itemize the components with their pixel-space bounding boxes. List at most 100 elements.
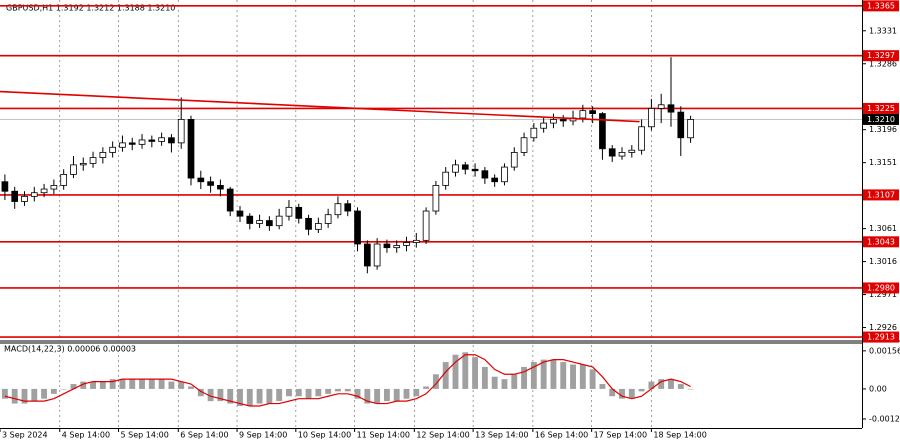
histogram-bar — [472, 357, 479, 389]
candle-body — [168, 137, 175, 144]
candle-body — [40, 188, 48, 194]
y-tick-label: 0.00 — [869, 384, 887, 393]
histogram-bar — [609, 388, 616, 397]
histogram-bar — [276, 388, 283, 402]
histogram-bar — [374, 388, 381, 404]
histogram-bar — [393, 388, 400, 402]
histogram-bar — [305, 388, 312, 399]
histogram-bar — [286, 388, 292, 397]
candle-body — [246, 215, 254, 224]
candle-body — [315, 223, 322, 230]
candle-body — [452, 164, 459, 173]
candle-body — [648, 108, 655, 128]
candle-body — [579, 110, 587, 119]
candle-body — [383, 243, 391, 249]
histogram-bar — [383, 388, 390, 402]
histogram-bar — [148, 379, 155, 389]
candle-body — [510, 152, 518, 168]
candle-body — [491, 177, 499, 183]
histogram-bar — [246, 388, 253, 407]
candle-body — [334, 203, 342, 216]
histogram-bar — [403, 388, 410, 399]
histogram-bar — [550, 359, 557, 389]
x-tick-label: 4 Sep 14:00 — [62, 431, 110, 440]
candle-body — [403, 242, 410, 246]
level-label-box — [863, 189, 899, 201]
histogram-bar — [99, 381, 106, 389]
candle-body — [217, 184, 224, 190]
histogram-bar — [266, 388, 273, 404]
histogram-bar — [570, 364, 576, 389]
candle-body — [148, 139, 156, 142]
candle-body — [501, 166, 508, 183]
histogram-bar — [530, 362, 537, 389]
candle-body — [638, 126, 645, 151]
y-tick-label: 1.2926 — [869, 323, 897, 332]
histogram-bar — [315, 388, 322, 397]
x-tick-label: 3 Sep 2024 — [2, 431, 48, 440]
histogram-bar — [677, 384, 684, 389]
candle-body — [373, 243, 381, 267]
candle-body — [236, 210, 244, 217]
current-price-label: 1.3210 — [867, 115, 895, 124]
candle-body — [295, 206, 303, 219]
candle-body — [119, 142, 126, 148]
candle-body — [354, 210, 361, 245]
level-label-box — [863, 50, 899, 62]
level-label-box — [863, 0, 899, 12]
histogram-bar — [256, 388, 263, 404]
candle-body — [109, 146, 116, 153]
y-tick-label: -0.00123 — [869, 414, 900, 423]
y-tick-label: 1.2971 — [869, 290, 897, 299]
candle-body — [677, 111, 685, 139]
histogram-bar — [501, 379, 508, 389]
candle-body — [667, 104, 675, 113]
candle-body — [30, 192, 38, 197]
level-label: 1.3043 — [867, 237, 895, 246]
candle-body — [187, 119, 195, 179]
x-tick-label: 5 Sep 14:00 — [121, 431, 169, 440]
histogram-bar — [658, 379, 665, 389]
chart-title: GBPUSD,H1 1.3192 1.3212 1.3188 1.3210 — [6, 4, 175, 13]
histogram-bar — [619, 388, 625, 399]
histogram-bar — [80, 381, 87, 389]
histogram-bar — [31, 388, 38, 402]
candle-body — [657, 104, 665, 109]
level-label: 1.3225 — [867, 104, 895, 113]
histogram-bar — [21, 388, 28, 404]
histogram-bar — [452, 354, 459, 389]
histogram-bar — [638, 388, 645, 392]
candle-body — [305, 217, 312, 230]
candle-body — [324, 214, 332, 224]
current-price-box — [863, 113, 899, 125]
candle-body — [138, 139, 146, 145]
candle-body — [275, 215, 283, 227]
x-tick-label: 12 Sep 14:00 — [416, 431, 469, 440]
candle-body — [393, 245, 401, 249]
y-tick-label: 1.3016 — [869, 257, 897, 266]
indicator-title: MACD(14,22,3) 0.00006 0.00003 — [4, 345, 136, 354]
candle-body — [79, 163, 87, 166]
candle-body — [550, 119, 557, 124]
histogram-bar — [687, 388, 694, 390]
level-label-box — [863, 282, 899, 294]
histogram-bar — [560, 362, 567, 389]
candle-body — [99, 152, 107, 158]
candle-body — [589, 110, 596, 114]
candle-body — [442, 171, 450, 186]
candle-body — [1, 181, 9, 192]
x-tick-label: 16 Sep 14:00 — [535, 431, 588, 440]
candle-body — [432, 184, 440, 212]
histogram-bar — [168, 381, 175, 389]
level-label: 1.2913 — [867, 333, 895, 342]
candle-body — [11, 190, 19, 202]
histogram-bar — [158, 379, 165, 389]
histogram-bar — [521, 366, 527, 389]
histogram-bar — [90, 381, 96, 389]
histogram-bar — [11, 388, 18, 404]
histogram-bar — [432, 374, 439, 389]
candle-body — [50, 184, 58, 190]
x-tick-label: 9 Sep 14:00 — [239, 431, 287, 440]
candle-body — [481, 170, 489, 179]
